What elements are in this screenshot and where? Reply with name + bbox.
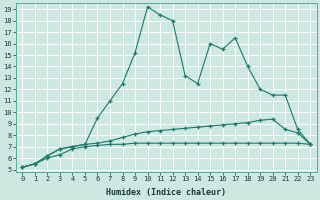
X-axis label: Humidex (Indice chaleur): Humidex (Indice chaleur)	[106, 188, 226, 197]
